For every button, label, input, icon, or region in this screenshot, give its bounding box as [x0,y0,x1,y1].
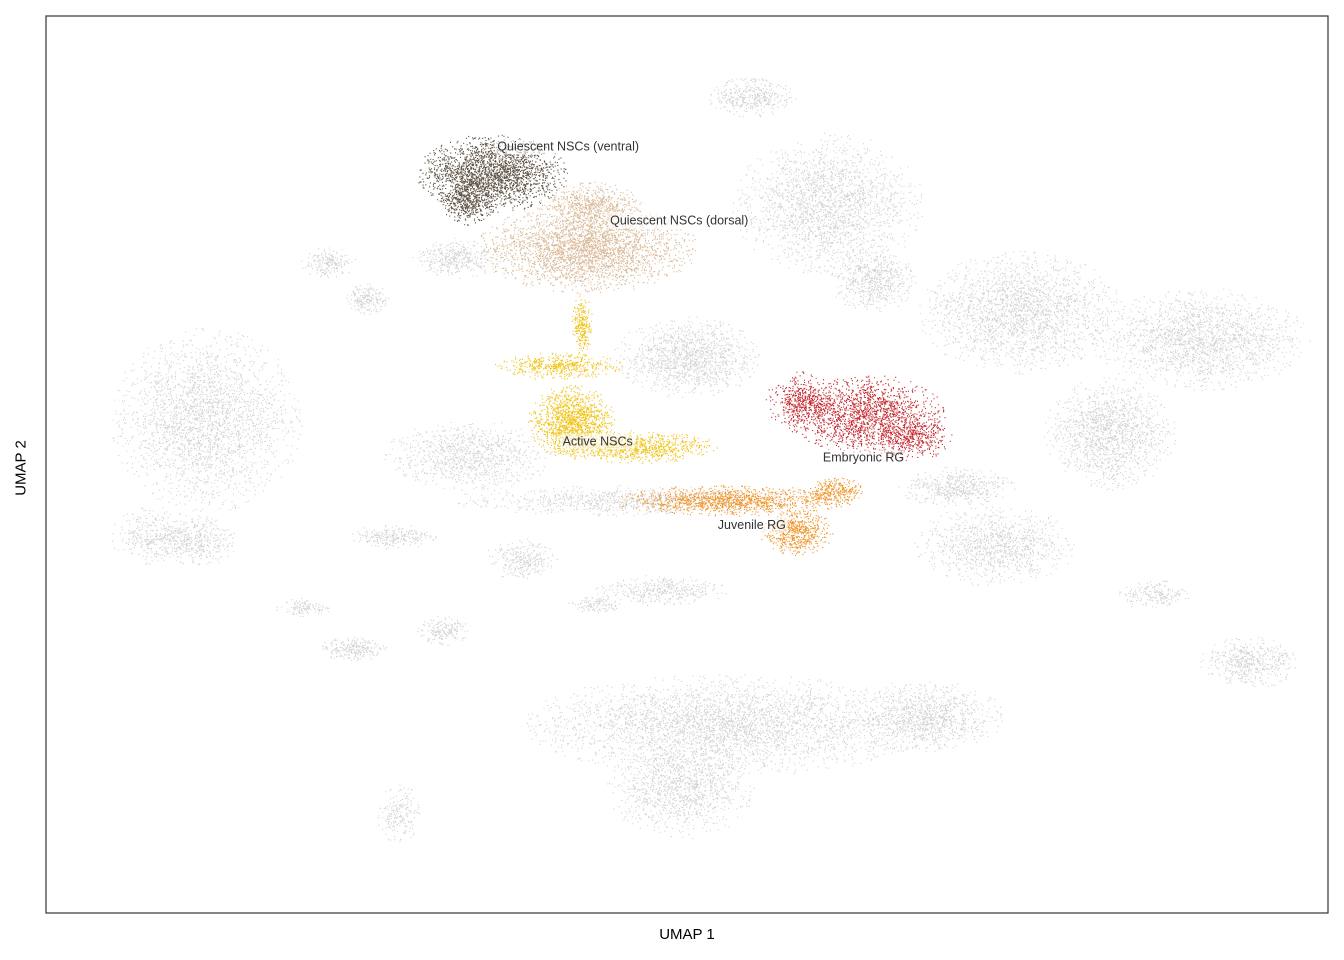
background-cells [112,77,1311,842]
cluster-label-halo [495,138,641,155]
cluster-label-embryonic-rg: Embryonic RG [823,450,904,464]
plot-panel [45,15,1329,914]
highlighted-clusters [418,134,953,556]
cluster-label-active-nscs: Active NSCs [563,434,633,448]
cluster-points-quiescent-nscs-dorsal [480,181,697,294]
cluster-label-quiescent-nscs-dorsal: Quiescent NSCs (dorsal) [610,214,748,228]
cluster-label-halo [820,449,907,466]
background-cell-points [112,77,1311,842]
cluster-labels: Quiescent NSCs (ventral) Quiescent NSCs (… [495,138,907,533]
cluster-label-halo [560,433,635,450]
cluster-label-quiescent-nscs-ventral: Quiescent NSCs (ventral) [497,139,639,153]
cluster-label-halo [715,516,788,533]
cluster-points-embryonic-rg [765,371,953,461]
cluster-label-halo [608,212,751,229]
cluster-points-quiescent-nscs-ventral [418,134,568,226]
y-axis-title: UMAP 2 [12,440,30,496]
x-axis-title: UMAP 1 [659,926,715,943]
cluster-label-juvenile-rg: Juvenile RG [718,518,786,532]
